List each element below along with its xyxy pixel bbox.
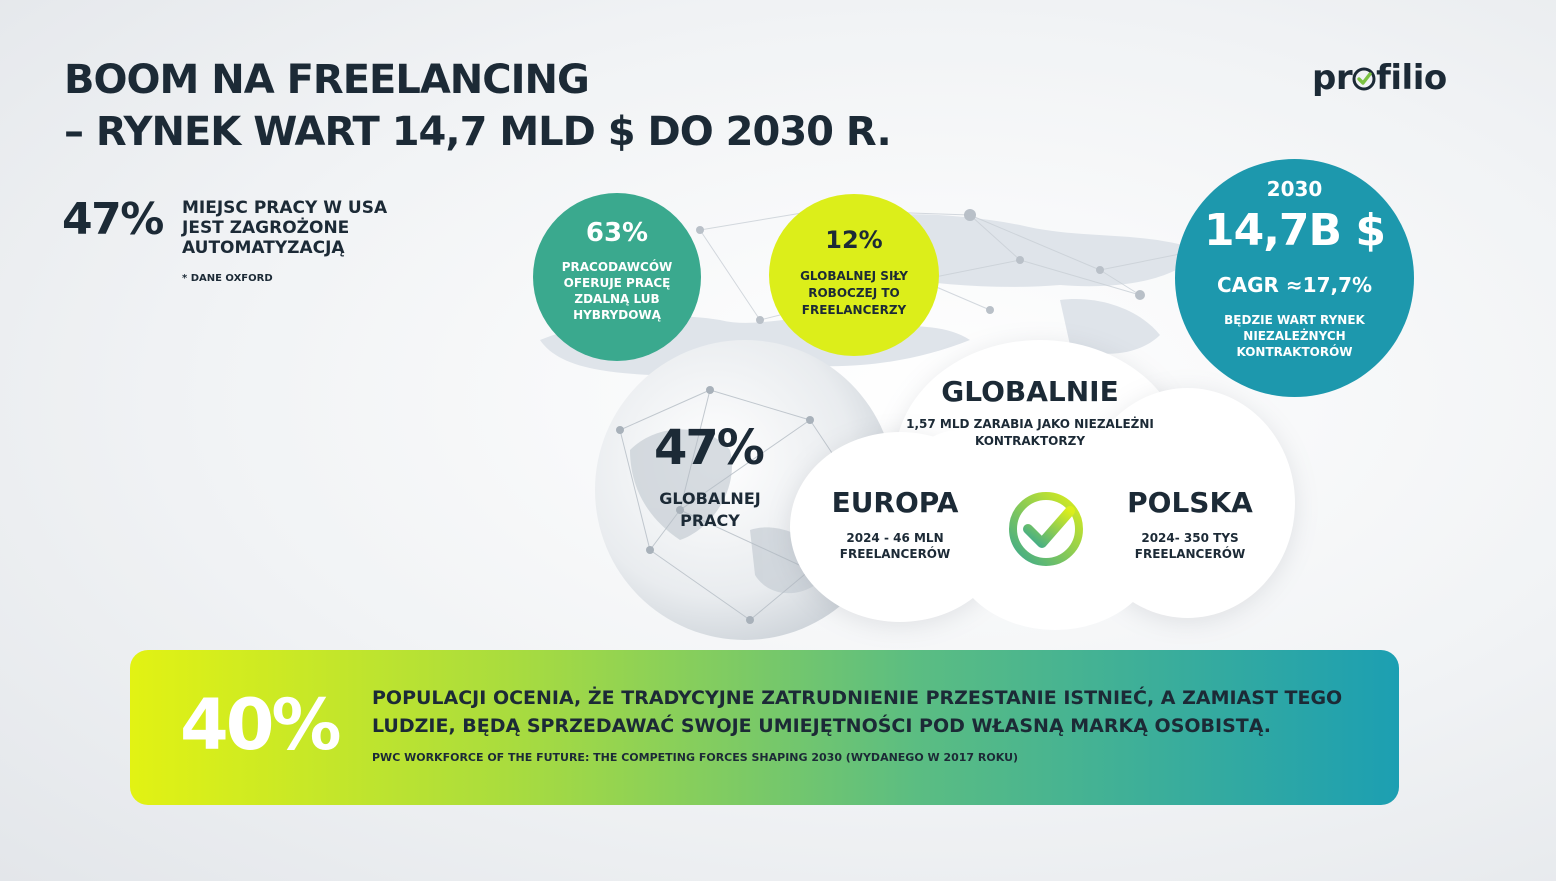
stat-circle-12-value: 12% bbox=[825, 226, 883, 254]
banner-source: PWC WORKFORCE OF THE FUTURE: THE COMPETI… bbox=[372, 751, 1019, 764]
poland-title: POLSKA bbox=[1127, 486, 1253, 519]
usa-stat-text: MIEJSC PRACY W USA JEST ZAGROŻONE AUTOMA… bbox=[182, 198, 388, 258]
europe-title: EUROPA bbox=[831, 486, 959, 519]
title-line-1: BOOM NA FREELANCING bbox=[64, 57, 590, 103]
banner-text: POPULACJI OCENIA, ŻE TRADYCYJNE ZATRUDNI… bbox=[372, 687, 1343, 737]
globe-stat-value: 47% bbox=[654, 420, 765, 476]
usa-stat-value: 47% bbox=[62, 194, 164, 245]
logo-text-left: pr bbox=[1312, 58, 1353, 98]
banner-value: 40% bbox=[180, 684, 342, 766]
logo-text-right: filio bbox=[1376, 58, 1447, 98]
stat-circle-63: 63% PRACODAWCÓW OFERUJE PRACĘ ZDALNĄ LUB… bbox=[533, 193, 701, 361]
europe-text: 2024 - 46 MLN FREELANCERÓW bbox=[839, 531, 951, 561]
check-icon bbox=[1352, 67, 1376, 91]
global-title: GLOBALNIE bbox=[941, 375, 1119, 408]
stat-circle-12: 12% GLOBALNEJ SIŁY ROBOCZEJ TO FREELANCE… bbox=[769, 194, 939, 356]
stat-circle-2030-year: 2030 bbox=[1266, 177, 1323, 201]
stat-circle-63-text: PRACODAWCÓW OFERUJE PRACĘ ZDALNĄ LUB HYB… bbox=[561, 260, 673, 322]
stat-circle-2030: 2030 14,7B $ CAGR ≈17,7% BĘDZIE WART RYN… bbox=[1175, 159, 1414, 397]
title-line-2: – RYNEK WART 14,7 MLD $ DO 2030 R. bbox=[64, 109, 892, 155]
stat-circle-12-text: GLOBALNEJ SIŁY ROBOCZEJ TO FREELANCERZY bbox=[800, 269, 908, 317]
profilio-logo: pr filio bbox=[1312, 58, 1447, 98]
check-icon bbox=[1009, 492, 1083, 566]
stat-circle-2030-cagr: CAGR ≈17,7% bbox=[1216, 273, 1373, 297]
stat-circle-2030-value: 14,7B $ bbox=[1203, 205, 1386, 256]
usa-stat-source: * DANE OXFORD bbox=[182, 273, 273, 284]
page-title: BOOM NA FREELANCING – RYNEK WART 14,7 ML… bbox=[64, 54, 964, 158]
global-text: 1,57 MLD ZARABIA JAKO NIEZALEŻNI KONTRAK… bbox=[906, 417, 1154, 448]
stat-circle-2030-text: BĘDZIE WART RYNEK NIEZALEŻNYCH KONTRAKTO… bbox=[1224, 313, 1365, 359]
poland-text: 2024- 350 TYS FREELANCERÓW bbox=[1134, 531, 1246, 561]
stat-circle-63-value: 63% bbox=[585, 218, 649, 248]
globe-stat-text: GLOBALNEJ PRACY bbox=[659, 489, 761, 530]
bottom-banner bbox=[130, 650, 1399, 805]
